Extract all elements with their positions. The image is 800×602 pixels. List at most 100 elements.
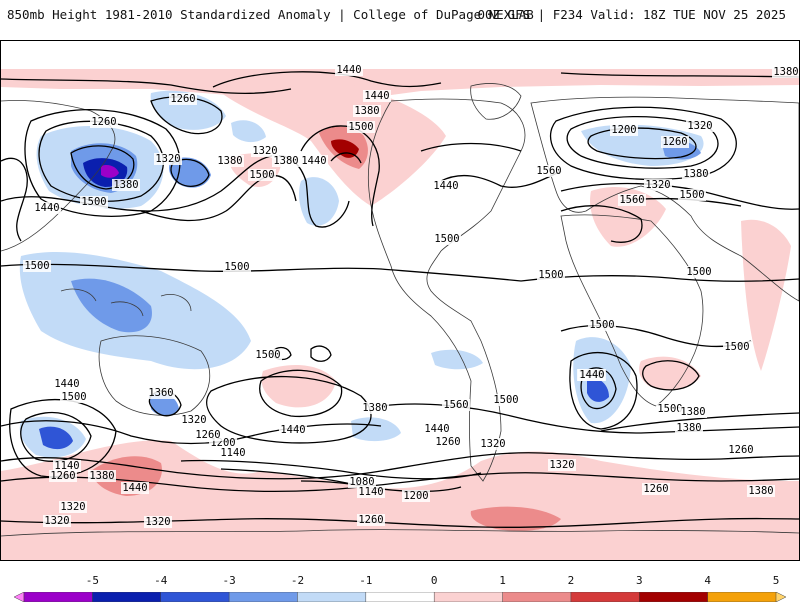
contour-label-halo [492,394,520,406]
contour-label-halo [353,105,381,117]
contour-1440-westpac [1,157,28,242]
contour-label-halo [363,90,391,102]
colorbar-min-arrow [14,592,25,602]
positive-anomaly-southern-band [1,440,799,560]
contour-label-halo [402,490,430,502]
contour-label-halo [23,260,51,272]
colorbar-segment [707,592,777,602]
contour-label-halo [59,501,87,513]
contour-label-halo [53,460,81,472]
positive-anomaly-polar-band [1,69,799,105]
map-title: 850mb Height 1981-2010 Standardized Anom… [7,7,534,22]
contour-label-halo [423,423,451,435]
contour-1380-alaska [330,152,362,164]
colorbar-segment [23,592,94,602]
contour-label: 1380 [676,422,701,434]
contour-label: 1500 [81,196,106,208]
colorbar-tick-label: 4 [704,574,711,587]
contour-label: 1500 [434,233,459,245]
contour-1500-tropics-1 [1,263,522,282]
contour-label: 1440 [301,155,326,167]
contour-label-halo [686,120,714,132]
contour-label: 1440 [280,424,305,436]
contour-1500-low-2 [310,345,332,362]
contour-label-halo [723,341,751,353]
contour-label-halo [112,179,140,191]
map-panel[interactable]: 1440 1380 1440 1260 1260 1500 1320 1380 1320 1380… [0,40,800,561]
contour-label-halo [49,470,77,482]
contour-label-halo [618,194,646,206]
contour-label: 1320 [480,438,505,450]
contour-label: 1500 [61,391,86,403]
contour-1260-atlantic [566,115,719,169]
contour-label: 1500 [348,121,373,133]
contour-label: 1380 [773,66,798,78]
contour-label: 1320 [549,459,574,471]
contour-label: 1320 [44,515,69,527]
contour-label-halo [610,124,638,136]
contour-label-halo [679,406,707,418]
contour-label-halo [216,155,244,167]
contour-label: 1260 [358,514,383,526]
negative-anomaly-maritime [71,278,152,333]
contour-1560-africa [560,205,643,243]
contour-label-halo [682,168,710,180]
contour-label-halo [272,155,300,167]
contour-label-halo [251,145,279,157]
contour-label: 1560 [619,194,644,206]
contour-label: 1500 [589,319,614,331]
contour-1500-south-pacific [206,375,372,444]
contour-label-halo [357,514,385,526]
contour-label: 1380 [113,179,138,191]
antarctica-coast [1,529,799,537]
negative-anomaly-sw-indian-core [39,426,73,450]
contour-1440-arctic [212,71,442,88]
contour-label: 1500 [679,189,704,201]
colorbar-tick-label: -2 [290,574,305,587]
contour-1440-alaska [300,125,380,227]
contour-1380-sw-indian [20,411,92,462]
contour-label: 1440 [424,423,449,435]
map-header: 850mb Height 1981-2010 Standardized Anom… [0,0,800,30]
contour-label-halo [154,153,182,165]
contour-1500-indian [600,412,799,432]
contour-1440-south-1 [1,420,382,445]
contour-label: 1440 [54,378,79,390]
contour-label-halo [727,444,755,456]
contour-label: 1380 [680,406,705,418]
contour-label: 1360 [148,387,173,399]
contour-label: 1200 [611,124,636,136]
contour-label-halo [223,261,251,273]
contour-label: 1260 [643,483,668,495]
contour-label: 1380 [683,168,708,180]
contour-label-halo [53,378,81,390]
contour-label-halo [357,486,385,498]
contour-label-halo [535,165,563,177]
contour-label: 1320 [687,120,712,132]
contour-label-halo [434,436,462,448]
contour-label-halo [347,121,375,133]
contour-label-halo [442,399,470,411]
contour-label: 1500 [657,403,682,415]
negative-anomaly-kamchatka-peak [101,164,119,178]
contour-1380-north-2 [1,78,292,94]
contour-label-halo [144,516,172,528]
contour-1560-indian [642,360,700,391]
contour-label: 1500 [255,349,280,361]
colorbar-tick-label: 0 [430,574,438,587]
contour-1320-south [1,452,799,480]
contour-label-halo [33,202,61,214]
contour-label-halo [578,369,606,381]
contour-label: 1260 [50,470,75,482]
eurasia-coast [530,96,799,302]
contour-label: 1140 [220,447,245,459]
contour-label: 1320 [155,153,180,165]
colorbar-segment [92,592,162,602]
contour-label: 1500 [24,260,49,272]
contour-label: 1500 [493,394,518,406]
contour-1200-south [180,459,482,480]
contour-label-halo [90,116,118,128]
contour-label: 1380 [273,155,298,167]
contour-label: 1260 [662,136,687,148]
contour-label: 1260 [170,93,195,105]
